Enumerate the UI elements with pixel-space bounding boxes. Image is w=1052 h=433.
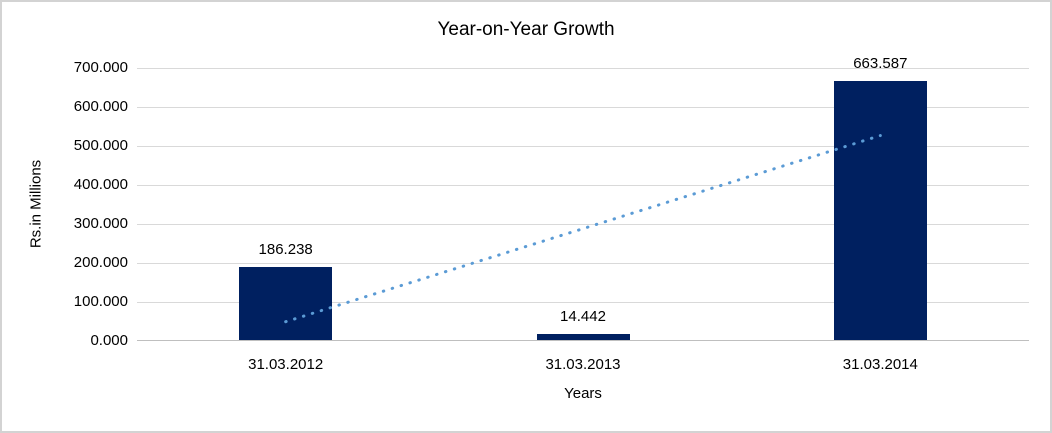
trendline-path [284, 134, 882, 324]
chart-title: Year-on-Year Growth [437, 19, 615, 40]
x-axis-title: Years [564, 385, 602, 402]
y-tick-label: 200.000 [73, 254, 128, 271]
y-tick-label: 600.000 [73, 98, 128, 115]
bar [536, 334, 630, 340]
bar [833, 81, 927, 340]
y-tick-label: 700.000 [73, 59, 128, 76]
bar-value-label: 663.587 [853, 55, 908, 73]
bar [239, 267, 333, 340]
gridline [137, 106, 1029, 108]
bar-value-label: 186.238 [258, 241, 313, 259]
x-tick-label: 31.03.2014 [842, 356, 918, 373]
y-tick-label: 400.000 [73, 176, 128, 193]
x-tick-label: 31.03.2012 [248, 356, 324, 373]
bar-value-label: 14.442 [560, 308, 606, 326]
y-tick-label: 0.000 [90, 332, 128, 349]
y-tick-label: 100.000 [73, 293, 128, 310]
x-axis-line [137, 340, 1029, 341]
y-tick-label: 300.000 [73, 215, 128, 232]
y-axis-title: Rs.in Millions [27, 159, 45, 249]
x-tick-label: 31.03.2013 [545, 356, 621, 373]
y-tick-label: 500.000 [73, 137, 128, 154]
plot-area [137, 67, 1029, 341]
gridline [137, 67, 1029, 69]
